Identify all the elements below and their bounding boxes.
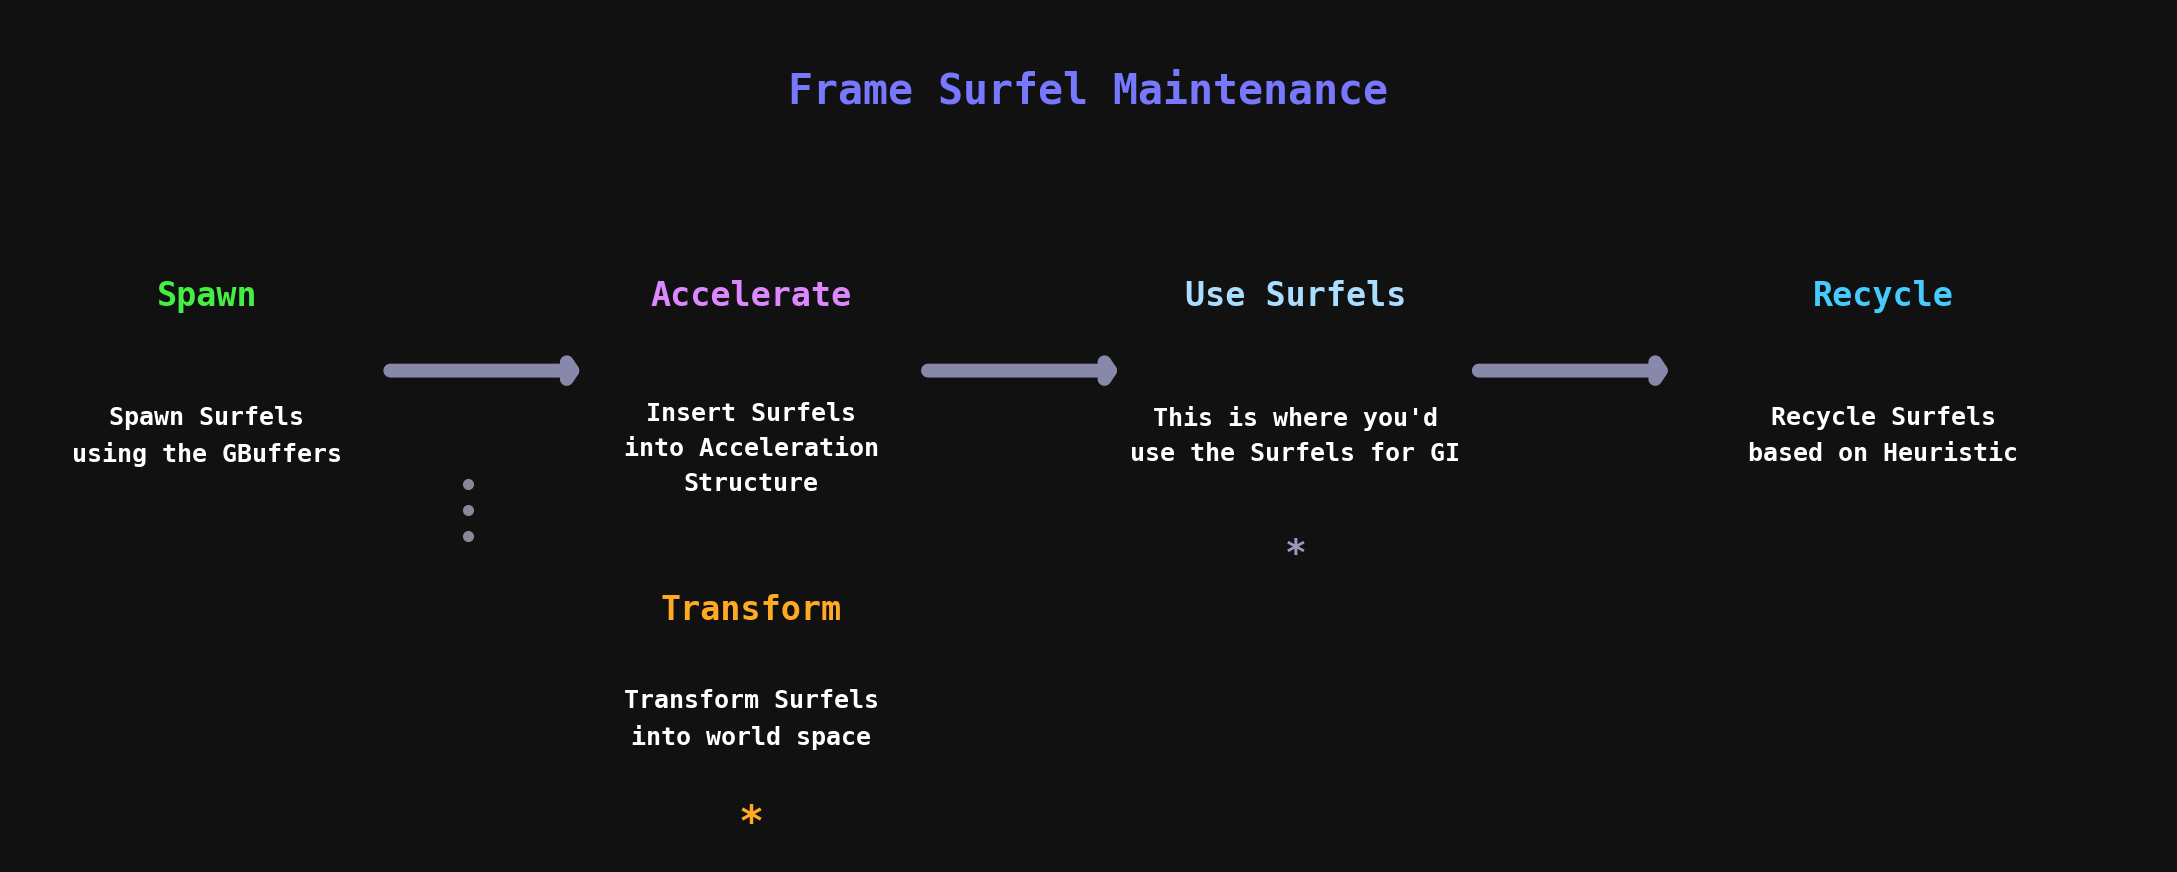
Text: *: * — [738, 803, 764, 845]
Text: *: * — [1284, 537, 1306, 570]
Text: Use Surfels: Use Surfels — [1184, 280, 1406, 313]
Text: Insert Surfels
into Acceleration
Structure: Insert Surfels into Acceleration Structu… — [623, 402, 880, 496]
Text: Transform Surfels
into world space: Transform Surfels into world space — [623, 689, 880, 750]
Text: Recycle Surfels
based on Heuristic: Recycle Surfels based on Heuristic — [1748, 406, 2018, 466]
Text: Spawn Surfels
using the GBuffers: Spawn Surfels using the GBuffers — [72, 405, 342, 467]
Text: Frame Surfel Maintenance: Frame Surfel Maintenance — [788, 71, 1389, 112]
Text: Transform: Transform — [660, 594, 842, 627]
Text: Accelerate: Accelerate — [651, 280, 851, 313]
Text: Recycle: Recycle — [1813, 280, 1953, 313]
Text: This is where you'd
use the Surfels for GI: This is where you'd use the Surfels for … — [1130, 405, 1461, 467]
Text: Spawn: Spawn — [157, 280, 257, 313]
